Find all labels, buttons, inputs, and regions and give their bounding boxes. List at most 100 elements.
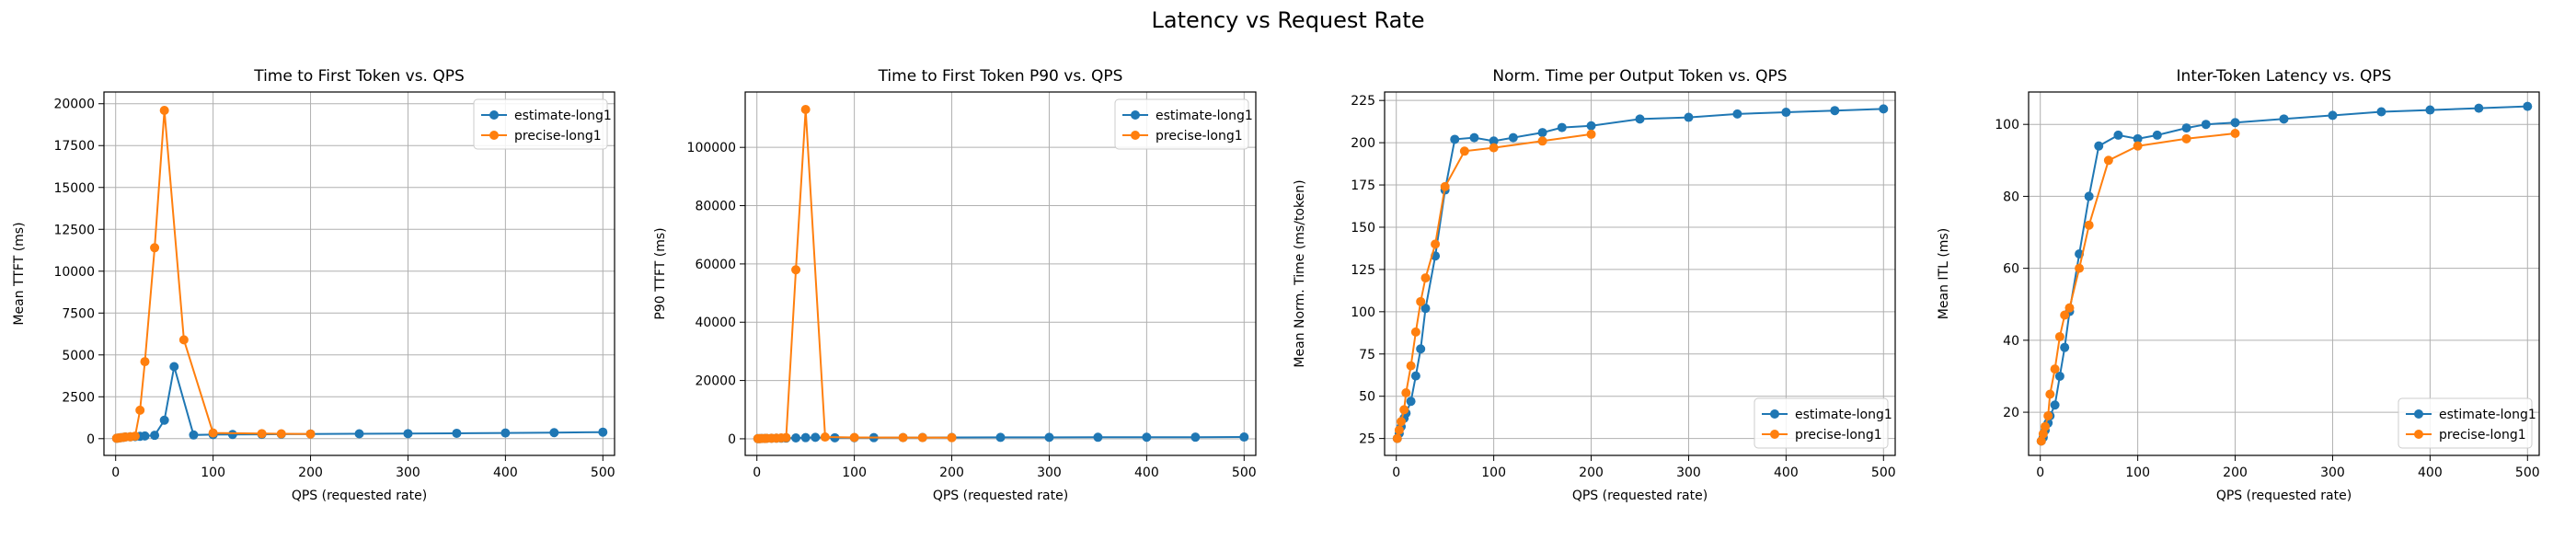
data-point bbox=[2094, 141, 2104, 151]
y-tick-label: 40000 bbox=[695, 316, 736, 330]
data-point bbox=[2060, 342, 2070, 352]
data-point bbox=[800, 105, 811, 115]
data-point bbox=[2084, 191, 2094, 201]
legend-box bbox=[473, 98, 608, 150]
legend-label: estimate-long1 bbox=[1156, 109, 1253, 123]
chart-2-title: Time to First Token P90 vs. QPS bbox=[878, 67, 1123, 86]
data-point bbox=[811, 432, 821, 443]
y-tick-label: 80 bbox=[2003, 190, 2019, 204]
legend-label: precise-long1 bbox=[1795, 428, 1882, 443]
legend-marker bbox=[2414, 430, 2423, 439]
y-tick-label: 7500 bbox=[62, 306, 95, 321]
data-point bbox=[2064, 303, 2075, 313]
chart-1-legend: estimate-long1 precise-long1 bbox=[473, 98, 612, 150]
legend-marker bbox=[1131, 110, 1140, 120]
x-tick-label: 200 bbox=[1579, 466, 1604, 480]
y-tick-label: 125 bbox=[1351, 263, 1375, 278]
data-point bbox=[1406, 397, 1416, 407]
data-point bbox=[2113, 130, 2123, 140]
data-point bbox=[820, 432, 830, 443]
data-point bbox=[2045, 389, 2055, 399]
x-tick-label: 500 bbox=[591, 466, 615, 480]
chart-2-xlabel: QPS (requested rate) bbox=[933, 489, 1068, 503]
y-tick-label: 75 bbox=[1359, 348, 1375, 362]
data-point bbox=[257, 429, 267, 439]
data-point bbox=[849, 432, 859, 443]
data-point bbox=[276, 429, 286, 439]
legend-marker bbox=[1770, 409, 1779, 419]
data-point bbox=[2041, 421, 2051, 431]
y-tick-label: 15000 bbox=[53, 181, 95, 196]
chart-4-xlabel: QPS (requested rate) bbox=[2216, 489, 2352, 503]
data-point bbox=[354, 429, 364, 439]
data-point bbox=[159, 106, 169, 116]
data-point bbox=[135, 405, 145, 415]
data-point bbox=[452, 428, 462, 438]
chart-4-title: Inter-Token Latency vs. QPS bbox=[2177, 67, 2392, 86]
x-tick-label: 200 bbox=[298, 466, 323, 480]
data-point bbox=[1044, 432, 1054, 443]
data-point bbox=[1557, 122, 1567, 132]
data-point bbox=[500, 428, 511, 438]
data-point bbox=[1410, 327, 1420, 337]
data-point bbox=[549, 428, 559, 438]
data-point bbox=[189, 430, 199, 440]
legend-box bbox=[1114, 98, 1249, 150]
x-tick-label: 200 bbox=[2223, 466, 2248, 480]
y-tick-label: 20000 bbox=[53, 98, 95, 112]
y-tick-label: 12500 bbox=[53, 223, 95, 237]
x-tick-label: 100 bbox=[2125, 466, 2150, 480]
data-point bbox=[2230, 128, 2240, 138]
data-point bbox=[1450, 134, 1460, 144]
data-point bbox=[995, 432, 1006, 443]
data-point bbox=[1239, 432, 1249, 443]
data-point bbox=[150, 431, 160, 441]
data-point bbox=[1635, 114, 1645, 124]
data-point bbox=[1489, 136, 1499, 146]
data-point bbox=[2523, 101, 2533, 111]
chart-1-frame bbox=[103, 91, 615, 456]
data-point bbox=[1459, 146, 1469, 156]
legend-marker bbox=[1770, 430, 1779, 439]
data-point bbox=[1397, 417, 1407, 427]
y-tick-label: 100000 bbox=[687, 141, 736, 155]
data-point bbox=[2036, 436, 2046, 446]
x-tick-label: 0 bbox=[1392, 466, 1400, 480]
data-point bbox=[1440, 181, 1450, 191]
legend-label: estimate-long1 bbox=[1795, 408, 1892, 422]
chart-2-legend: estimate-long1 precise-long1 bbox=[1114, 98, 1253, 150]
data-point bbox=[130, 431, 140, 442]
data-point bbox=[2230, 118, 2240, 128]
x-tick-label: 400 bbox=[1134, 466, 1159, 480]
x-tick-label: 200 bbox=[939, 466, 964, 480]
data-point bbox=[1508, 132, 1518, 143]
legend-marker bbox=[489, 131, 499, 140]
data-point bbox=[227, 430, 237, 440]
x-tick-label: 300 bbox=[2320, 466, 2345, 480]
x-tick-label: 0 bbox=[753, 466, 761, 480]
data-point bbox=[898, 432, 908, 443]
x-tick-label: 300 bbox=[1676, 466, 1701, 480]
data-point bbox=[1469, 132, 1479, 143]
data-point bbox=[800, 432, 811, 443]
legend-label: estimate-long1 bbox=[514, 109, 612, 123]
data-point bbox=[1420, 273, 1431, 283]
y-tick-label: 17500 bbox=[53, 139, 95, 154]
data-point bbox=[781, 432, 791, 443]
chart-1-series-precise bbox=[111, 106, 316, 443]
y-tick-label: 100 bbox=[1995, 118, 2019, 132]
x-tick-label: 400 bbox=[2418, 466, 2443, 480]
chart-3-ylabel: Mean Norm. Time (ms/token) bbox=[1293, 179, 1307, 367]
chart-1-title: Time to First Token vs. QPS bbox=[253, 67, 465, 86]
data-point bbox=[2075, 263, 2085, 273]
data-point bbox=[1416, 344, 1426, 354]
y-tick-label: 20000 bbox=[695, 374, 736, 389]
x-tick-label: 300 bbox=[396, 466, 420, 480]
chart-2-ylabel: P90 TTFT (ms) bbox=[653, 227, 668, 319]
legend-box bbox=[2398, 397, 2533, 449]
legend-marker bbox=[489, 110, 499, 120]
chart-4-frame bbox=[2028, 91, 2540, 456]
